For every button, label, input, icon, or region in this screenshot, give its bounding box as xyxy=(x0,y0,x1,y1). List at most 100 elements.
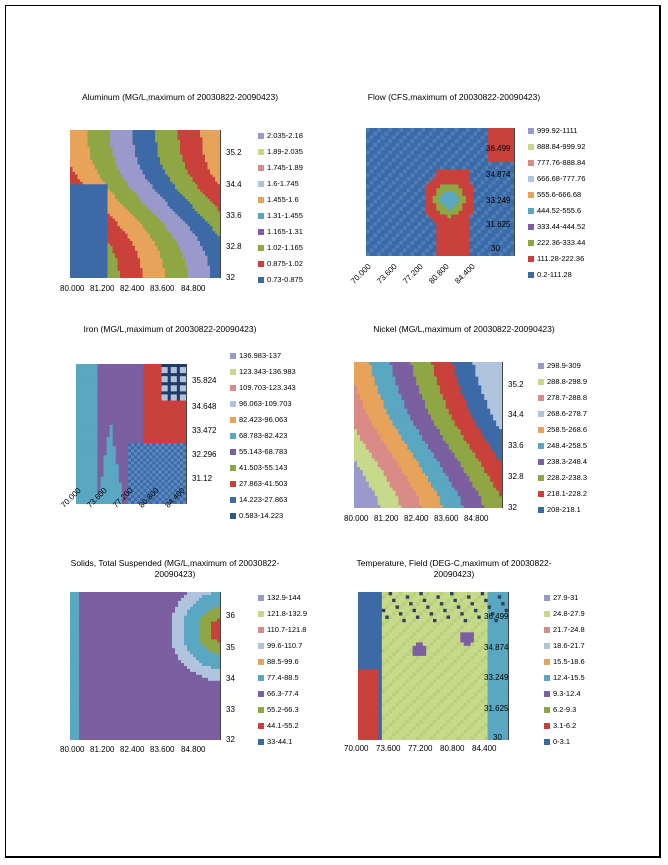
heatmap-cell xyxy=(82,179,86,183)
heatmap-cell xyxy=(107,260,111,264)
heatmap-cell xyxy=(432,131,437,137)
heatmap-cell xyxy=(185,221,189,225)
heatmap-cell xyxy=(97,139,101,143)
heatmap-cell xyxy=(410,252,415,256)
heatmap-cell xyxy=(147,174,151,178)
heatmap-cell xyxy=(185,216,189,220)
heatmap-cell xyxy=(120,236,124,240)
heatmap-cell xyxy=(107,258,111,262)
heatmap-cell xyxy=(192,184,196,188)
heatmap-cell xyxy=(421,203,426,208)
heatmap-cell xyxy=(80,275,84,278)
heatmap-cell xyxy=(399,154,404,159)
heatmap-cell xyxy=(217,245,220,249)
heatmap-cell xyxy=(92,275,96,278)
heatmap-cell xyxy=(197,196,201,200)
heatmap-cell xyxy=(197,275,201,278)
heatmap-cell xyxy=(130,137,134,141)
heatmap-cell xyxy=(190,243,194,247)
heatmap-cell xyxy=(495,207,500,212)
heatmap-cell xyxy=(152,147,156,151)
heatmap-cell xyxy=(105,144,109,148)
heatmap-cell xyxy=(480,195,485,201)
heatmap-cell xyxy=(391,237,397,242)
heatmap-cell xyxy=(175,270,179,274)
heatmap-cell xyxy=(373,180,378,186)
heatmap-cell xyxy=(425,139,430,144)
heatmap-cell xyxy=(150,245,154,249)
heatmap-cell xyxy=(510,240,514,246)
heatmap-cell xyxy=(484,214,489,219)
heatmap-cell xyxy=(377,229,382,235)
heatmap-cell xyxy=(155,248,159,252)
heatmap-cell xyxy=(395,154,400,159)
heatmap-cell xyxy=(185,186,189,190)
heatmap-cell xyxy=(162,196,166,200)
heatmap-cell xyxy=(380,252,386,256)
heatmap-cell xyxy=(80,258,84,262)
heatmap-cell xyxy=(77,245,81,249)
heatmap-cell xyxy=(417,203,423,208)
heatmap-cell xyxy=(90,268,94,272)
heatmap-cell xyxy=(495,176,500,182)
heatmap-cell xyxy=(95,159,99,163)
heatmap-cell xyxy=(165,273,169,277)
heatmap-cell xyxy=(125,228,129,232)
heatmap-cell xyxy=(152,184,156,188)
heatmap-cell xyxy=(480,139,485,144)
heatmap-cell xyxy=(100,228,104,232)
heatmap-cell xyxy=(97,236,101,240)
heatmap-cell xyxy=(117,273,121,277)
heatmap-cell xyxy=(207,130,211,134)
heatmap-cell xyxy=(172,159,176,163)
heatmap-cell xyxy=(122,243,126,247)
heatmap-cell xyxy=(185,273,189,277)
heatmap-cell xyxy=(80,179,84,183)
heatmap-cell xyxy=(210,184,214,188)
heatmap-cell xyxy=(97,186,101,190)
heatmap-cell xyxy=(180,162,184,166)
heatmap-cell xyxy=(110,228,114,232)
heatmap-cell xyxy=(110,243,114,247)
heatmap-cell xyxy=(207,184,211,188)
heatmap-cell xyxy=(130,250,134,254)
heatmap-cell xyxy=(451,244,456,250)
heatmap-cell xyxy=(215,253,219,257)
heatmap-cell xyxy=(92,149,96,153)
heatmap-cell xyxy=(395,184,400,189)
heatmap-cell xyxy=(484,207,489,212)
heatmap-cell xyxy=(200,194,204,198)
heatmap-cell xyxy=(440,180,445,186)
heatmap-cell xyxy=(115,255,119,259)
heatmap-cell xyxy=(447,180,452,186)
heatmap-cell xyxy=(177,191,181,195)
heatmap-cell xyxy=(142,147,146,151)
heatmap-cell xyxy=(172,176,176,180)
heatmap-cell xyxy=(85,263,89,267)
heatmap-cell xyxy=(410,131,415,137)
heatmap-cell xyxy=(120,253,124,257)
heatmap-cell xyxy=(152,273,156,277)
heatmap-cell xyxy=(403,199,408,204)
heatmap-cell xyxy=(132,137,136,141)
heatmap-cell xyxy=(210,201,214,205)
heatmap-cell xyxy=(207,216,211,220)
heatmap-cell xyxy=(200,164,204,168)
heatmap-cell xyxy=(112,258,116,262)
heatmap-cell xyxy=(410,199,415,204)
heatmap-cell xyxy=(75,270,79,274)
heatmap-cell xyxy=(135,260,139,264)
heatmap-cell xyxy=(132,216,136,220)
heatmap-cell xyxy=(406,222,411,227)
heatmap-cell xyxy=(100,211,104,215)
heatmap-cell xyxy=(406,131,411,137)
heatmap-cell xyxy=(395,222,400,227)
heatmap-cell xyxy=(85,199,89,203)
heatmap-cell xyxy=(90,157,94,161)
heatmap-cell xyxy=(162,201,166,205)
heatmap-cell xyxy=(105,134,109,138)
heatmap-cell xyxy=(391,229,397,235)
heatmap-cell xyxy=(180,233,184,237)
heatmap-cell xyxy=(212,199,216,203)
heatmap-cell xyxy=(167,134,171,138)
